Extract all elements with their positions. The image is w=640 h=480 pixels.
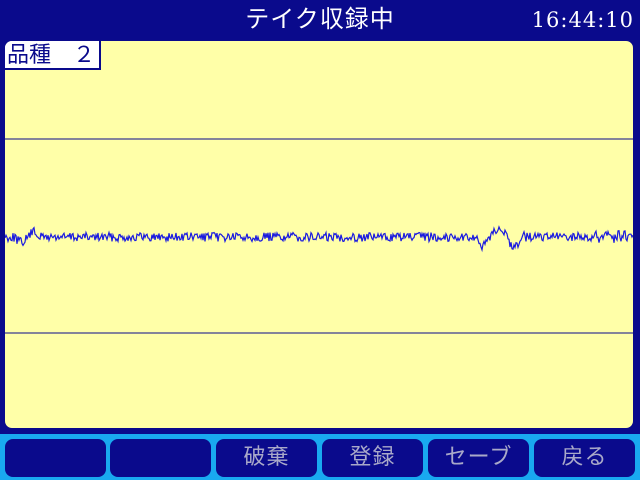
screen-title: テイク収録中 — [245, 5, 395, 33]
waveform-plot — [5, 138, 633, 334]
back-button[interactable]: 戻る — [534, 439, 635, 477]
register-button[interactable]: 登録 — [322, 439, 423, 477]
clock: 16:44:10 — [531, 8, 634, 32]
waveform-panel: 品種 ２ — [4, 40, 634, 429]
discard-button[interactable]: 破棄 — [216, 439, 317, 477]
header-bar: テイク収録中 16:44:10 — [0, 0, 640, 38]
function-key-bar: 破棄 登録 セーブ 戻る — [0, 434, 640, 480]
function-key-2[interactable] — [110, 439, 211, 477]
waveform-trace — [5, 225, 633, 253]
save-button[interactable]: セーブ — [428, 439, 529, 477]
product-label: 品種 ２ — [5, 41, 102, 70]
function-key-1[interactable] — [5, 439, 106, 477]
